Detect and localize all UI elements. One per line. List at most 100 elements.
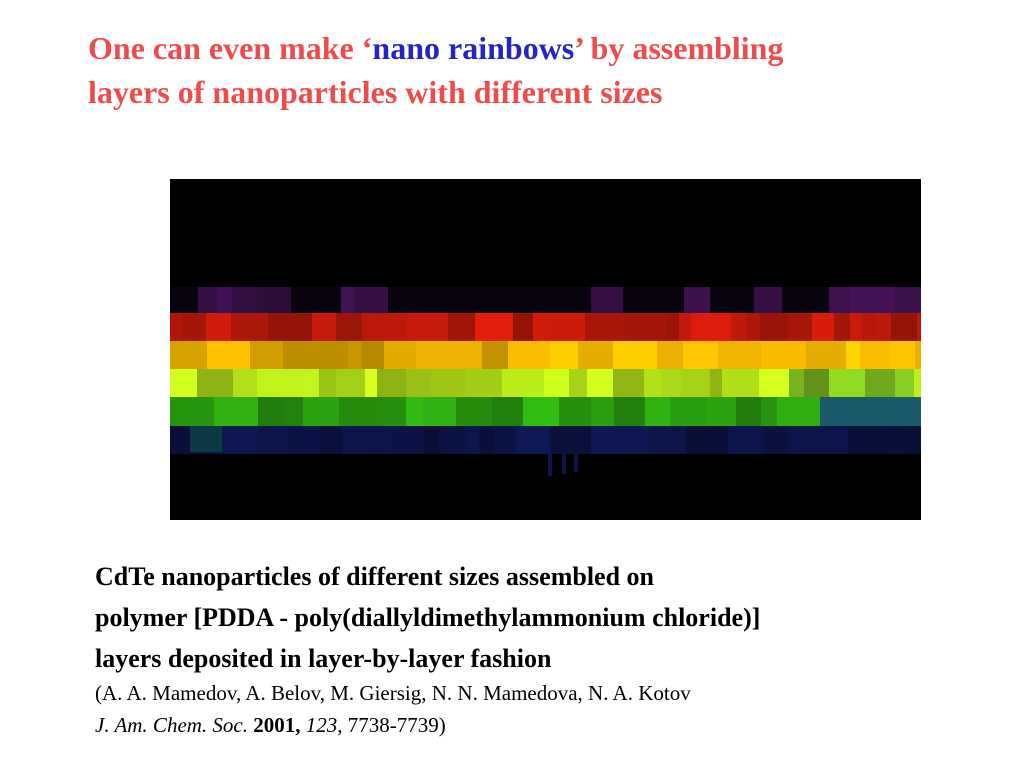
rainbow-band-segment [535,287,549,313]
citation-volume: 123, [305,713,343,737]
rainbow-band-segment [904,426,921,454]
rainbow-band-segment [362,313,407,341]
rainbow-band-segment [728,426,750,454]
nano-rainbow-image [170,179,921,520]
rainbow-band-segment [218,287,232,313]
rainbow-band-segment [467,426,479,454]
rainbow-band-segment [806,341,846,369]
rainbow-band-segment [440,341,482,369]
rainbow-band-segment [559,397,591,426]
rainbow-band-segment [336,313,362,341]
rainbow-band-segment [170,369,197,397]
rainbow-band-segment [683,341,718,369]
rainbow-band-segment [258,397,284,426]
rainbow-band-segment [492,397,523,426]
rainbow-band-segment [456,397,492,426]
rainbow-band-segment [829,369,865,397]
rainbow-band-segment [666,313,679,341]
rainbow-band-segment [848,426,884,454]
rainbow-band-segment [710,369,722,397]
rainbow-band-segment [718,341,761,369]
rainbow-band-segment [170,341,207,369]
rainbow-band-segment [918,397,921,426]
rainbow-band-segment [284,397,303,426]
rainbow-band-segment [834,313,850,341]
rainbow-band-segment [685,426,728,454]
rainbow-band-segment [233,369,257,397]
rainbow-band-segment [731,313,747,341]
rainbow-band-segment [863,397,904,426]
rainbow-band-segment [290,426,303,454]
rainbow-band-segment [613,369,644,397]
rainbow-band-segment [388,287,422,313]
rainbow-band-segment [257,369,302,397]
rainbow-band-segment [917,313,921,341]
rainbow-band-segment [846,341,860,369]
rainbow-band-segment [613,341,657,369]
rainbow-band-segment [497,287,535,313]
rainbow-band-segment [894,287,921,313]
rainbow-band-segment [764,426,788,454]
rainbow-band-segment [508,341,550,369]
title-accent-text: nano rainbows [372,30,575,66]
rainbow-band-segment [760,313,788,341]
rainbow-band-segment [747,313,760,341]
rainbow-band-segment [679,313,691,341]
rainbow-patch [190,426,222,452]
rainbow-band-segment [884,426,904,454]
rainbow-band-segment [804,369,829,397]
citation-authors: (A. A. Mamedov, A. Belov, M. Giersig, N.… [95,681,691,705]
rainbow-band-segment [431,369,465,397]
rainbow-band-segment [657,341,683,369]
rainbow-band-segment [623,287,657,313]
rainbow-band-segment [736,397,761,426]
rainbow-band-segment [681,369,710,397]
rainbow-band-segment [416,341,440,369]
rainbow-band-segment [829,287,850,313]
rainbow-band-segment [206,313,231,341]
rainbow-band-segment [170,426,190,454]
rainbow-band-segment [691,313,731,341]
rainbow-band-segment [895,369,914,397]
rainbow-band-segment [684,287,710,313]
rainbow-band-segment [914,369,921,397]
citation-year: 2001, [253,713,301,737]
rainbow-band-segment [479,426,494,454]
rainbow-band-segment [384,341,416,369]
rainbow-band-segment [832,426,848,454]
rainbow-band-segment [661,369,681,397]
rainbow-band-segment [626,313,666,341]
rainbow-band-segment [710,287,754,313]
rainbow-band-segment [307,341,348,369]
citation-journal: J. Am. Chem. Soc. [95,713,248,737]
rainbow-band-segment [670,397,707,426]
rainbow-band-segment [549,287,591,313]
rainbow-band-segment [257,287,291,313]
rainbow-band-segment [812,313,834,341]
rainbow-band-segment [722,369,759,397]
rainbow-band-segment [182,313,206,341]
rainbow-band-segment [231,313,268,341]
rainbow-band-segment [809,287,829,313]
rainbow-band-segment [761,341,806,369]
rainbow-band-segment [904,397,918,426]
caption-line-2: polymer [PDDA - poly(diallyldimethylammo… [95,603,761,632]
rainbow-band-segment [362,341,384,369]
rainbow-band-segment [348,341,362,369]
rainbow-band-segment [516,426,550,454]
rainbow-band-segment [761,397,777,426]
rainbow-band-segment [467,287,497,313]
rainbow-band-segment [320,426,342,454]
rainbow-band-segment [422,287,467,313]
rainbow-tick-mark [574,454,578,472]
rainbow-band-segment [439,426,467,454]
rainbow-band-segment [865,369,895,397]
rainbow-bands-graphic [170,179,921,520]
rainbow-band-segment [341,287,354,313]
rainbow-band-segment [591,426,603,454]
rainbow-band-segment [754,287,782,313]
rainbow-tick-mark [548,454,552,476]
rainbow-band-segment [614,397,645,426]
rainbow-band-segment [587,369,613,397]
rainbow-band-segment [214,397,258,426]
